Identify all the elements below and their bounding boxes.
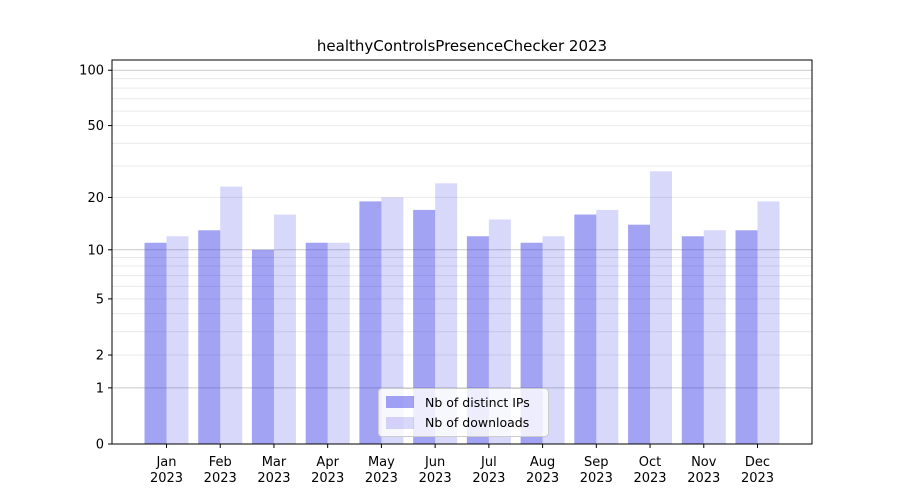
- bar-distinct-ips-jan: [144, 242, 167, 444]
- bar-distinct-ips-sep: [574, 214, 597, 444]
- y-tick-label-100: 100: [79, 64, 104, 79]
- legend-item-downloads: Nb of downloads: [379, 413, 548, 432]
- x-tick-label-month-apr: Apr: [316, 455, 339, 470]
- bar-distinct-ips-mar: [251, 249, 274, 444]
- x-tick-label-month-feb: Feb: [209, 455, 232, 470]
- y-tick-label-5: 5: [96, 292, 104, 307]
- x-tick-label-month-nov: Nov: [691, 455, 717, 470]
- bar-downloads-jan: [166, 236, 189, 444]
- bar-distinct-ips-oct: [628, 224, 651, 444]
- bar-downloads-may: [381, 197, 404, 444]
- x-tick-label-year-oct: 2023: [633, 471, 666, 486]
- x-tick-label-year-aug: 2023: [526, 471, 559, 486]
- y-tick-label-1: 1: [96, 381, 104, 396]
- legend-swatch-downloads: [386, 416, 414, 429]
- y-tick-label-50: 50: [87, 119, 104, 134]
- bar-distinct-ips-nov: [681, 236, 704, 444]
- bar-distinct-ips-may: [359, 201, 382, 444]
- legend-item-distinct-ips: Nb of distinct IPs: [379, 393, 548, 412]
- bar-downloads-mar: [273, 214, 296, 444]
- x-tick-label-month-sep: Sep: [584, 455, 609, 470]
- bar-distinct-ips-jun: [413, 209, 436, 444]
- legend-label-downloads: Nb of downloads: [425, 415, 530, 431]
- x-tick-label-month-dec: Dec: [745, 455, 770, 470]
- x-tick-label-year-sep: 2023: [580, 471, 613, 486]
- x-tick-label-month-jun: Jun: [424, 455, 445, 470]
- bar-distinct-ips-apr: [305, 242, 328, 444]
- bar-distinct-ips-feb: [198, 230, 221, 444]
- x-tick-label-month-oct: Oct: [639, 455, 661, 470]
- bar-downloads-oct: [650, 171, 673, 444]
- legend-label-distinct-ips: Nb of distinct IPs: [425, 394, 530, 410]
- chart-title: healthyControlsPresenceChecker 2023: [316, 37, 608, 55]
- x-tick-label-month-mar: Mar: [262, 455, 287, 470]
- y-tick-label-0: 0: [96, 438, 104, 453]
- bar-downloads-jul: [488, 219, 511, 444]
- x-tick-label-year-dec: 2023: [741, 471, 774, 486]
- legend-swatch-distinct-ips: [386, 396, 414, 409]
- x-tick-label-month-jan: Jan: [155, 455, 176, 470]
- legend: Nb of distinct IPs Nb of downloads: [378, 388, 549, 437]
- x-tick-label-year-apr: 2023: [311, 471, 344, 486]
- x-tick-label-year-feb: 2023: [204, 471, 237, 486]
- x-tick-label-year-nov: 2023: [687, 471, 720, 486]
- bar-downloads-feb: [220, 186, 243, 444]
- y-tick-label-20: 20: [87, 191, 104, 206]
- x-tick-label-month-jul: Jul: [480, 455, 497, 470]
- bar-downloads-dec: [757, 201, 780, 444]
- x-tick-label-year-jun: 2023: [419, 471, 452, 486]
- x-tick-label-year-may: 2023: [365, 471, 398, 486]
- bar-distinct-ips-dec: [735, 230, 758, 444]
- y-tick-label-2: 2: [96, 349, 104, 364]
- plot-border: [111, 59, 813, 445]
- x-tick-label-month-aug: Aug: [530, 455, 555, 470]
- bar-downloads-apr: [327, 242, 350, 444]
- bar-downloads-nov: [703, 230, 726, 444]
- x-tick-label-month-may: May: [368, 455, 395, 470]
- y-tick-label-10: 10: [87, 243, 104, 258]
- x-tick-label-year-jan: 2023: [150, 471, 183, 486]
- x-tick-label-year-jul: 2023: [472, 471, 505, 486]
- bar-downloads-sep: [596, 209, 619, 444]
- x-tick-label-year-mar: 2023: [257, 471, 290, 486]
- bar-downloads-jun: [435, 183, 458, 444]
